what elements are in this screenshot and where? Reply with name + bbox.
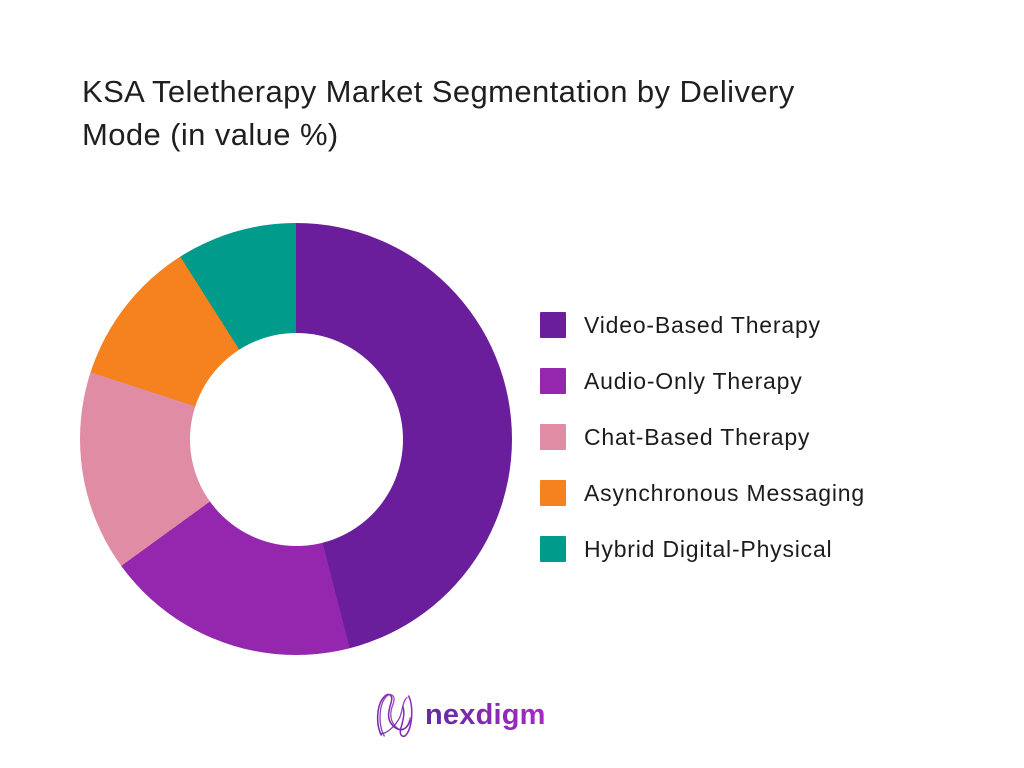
legend-label-audio-only-therapy: Audio-Only Therapy — [584, 367, 803, 394]
donut-chart — [80, 223, 512, 655]
legend-item-hybrid-digital-physical: Hybrid Digital-Physical — [540, 536, 865, 562]
legend-swatch-video-based-therapy — [540, 312, 566, 338]
nexdigm-logo: nexdigm — [374, 692, 546, 739]
legend-label-chat-based-therapy: Chat-Based Therapy — [584, 423, 811, 450]
chart-title-line2: Mode (in value %) — [82, 117, 339, 152]
legend-swatch-chat-based-therapy — [540, 424, 566, 450]
legend-item-asynchronous-messaging: Asynchronous Messaging — [540, 480, 865, 506]
chart-title: KSA Teletherapy Market Segmentation by D… — [82, 70, 962, 156]
nexdigm-logo-wordmark: nexdigm — [425, 692, 546, 739]
legend-label-video-based-therapy: Video-Based Therapy — [584, 311, 821, 338]
chart-title-line1: KSA Teletherapy Market Segmentation by D… — [82, 74, 795, 109]
legend: Video-Based Therapy Audio-Only Therapy C… — [540, 312, 865, 562]
legend-swatch-audio-only-therapy — [540, 368, 566, 394]
legend-swatch-hybrid-digital-physical — [540, 536, 566, 562]
legend-swatch-asynchronous-messaging — [540, 480, 566, 506]
donut-hole — [189, 332, 403, 546]
legend-label-hybrid-digital-physical: Hybrid Digital-Physical — [584, 535, 833, 562]
nexdigm-logo-icon — [376, 693, 413, 738]
legend-item-audio-only-therapy: Audio-Only Therapy — [540, 368, 865, 394]
legend-label-asynchronous-messaging: Asynchronous Messaging — [584, 479, 865, 506]
legend-item-video-based-therapy: Video-Based Therapy — [540, 312, 865, 338]
legend-item-chat-based-therapy: Chat-Based Therapy — [540, 424, 865, 450]
